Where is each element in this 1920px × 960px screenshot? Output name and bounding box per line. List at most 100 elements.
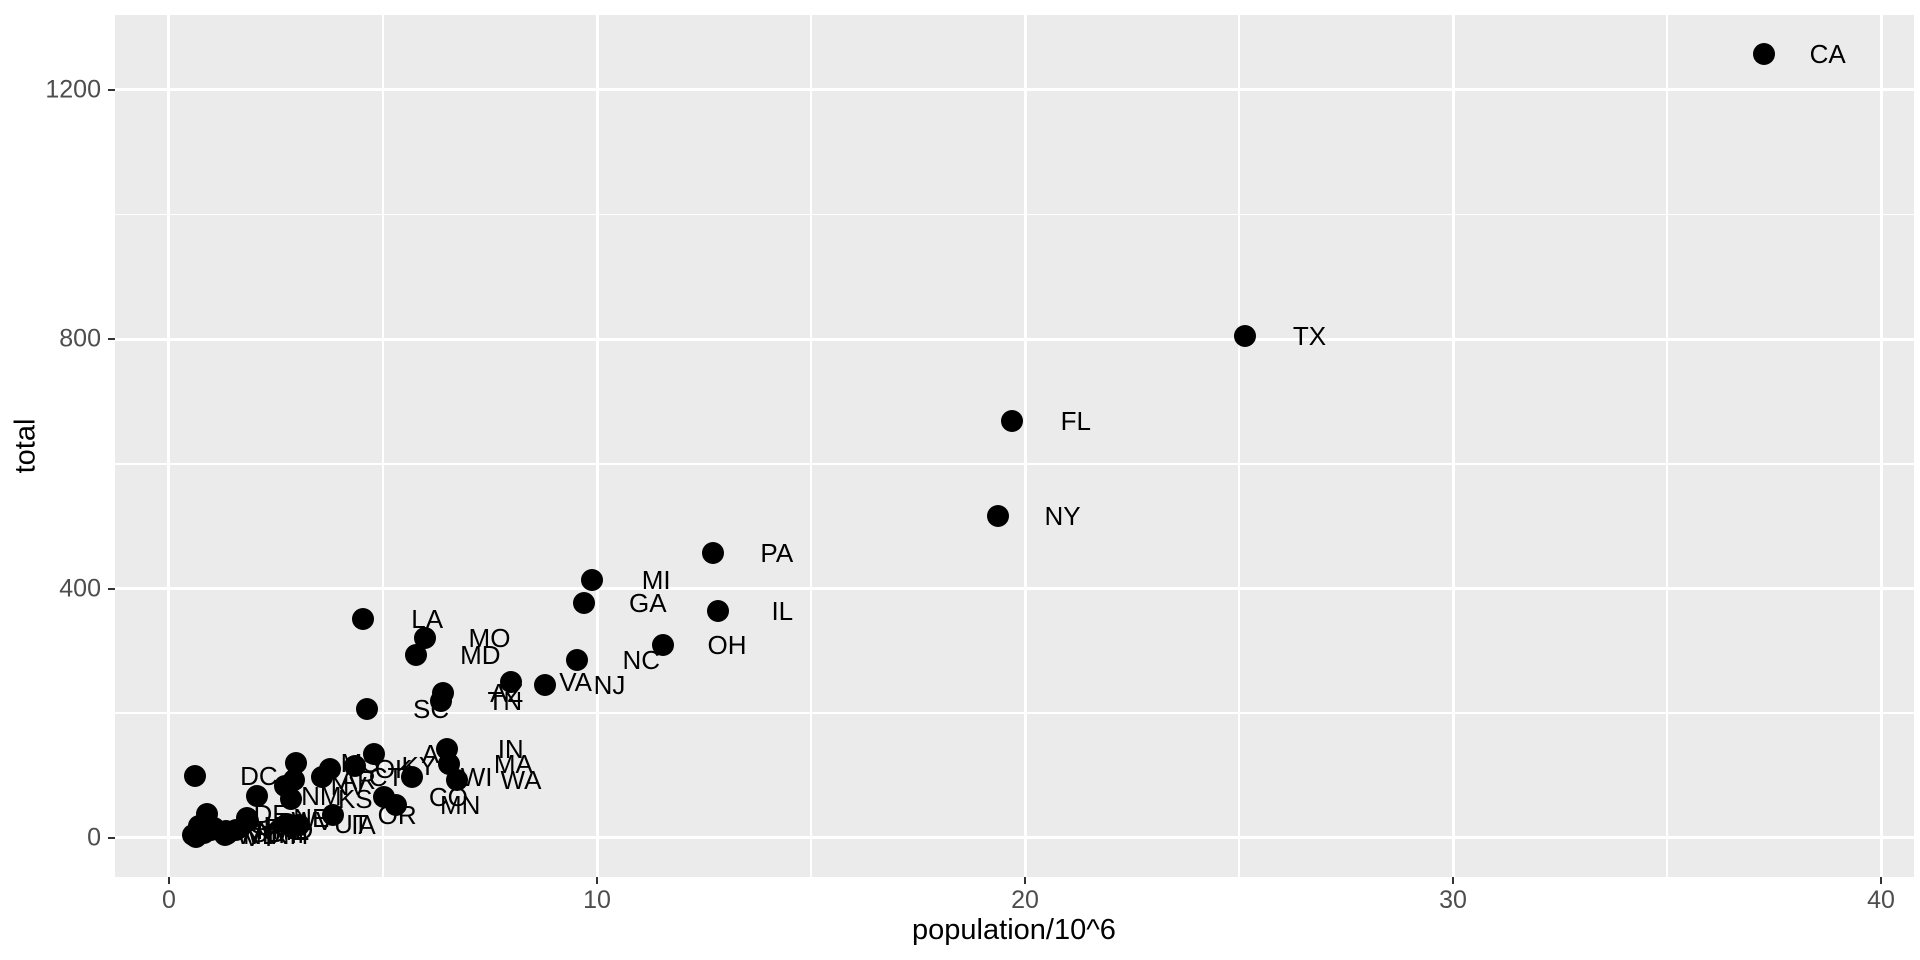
state-label-NJ: NJ — [593, 669, 626, 700]
y-axis-title: total — [9, 418, 42, 474]
state-label-AK: AK — [246, 811, 281, 841]
gridline-x-minor-5 — [382, 15, 384, 877]
gridline-x-minor-25 — [1238, 15, 1240, 877]
state-label-FL: FL — [1060, 405, 1091, 436]
data-point-MI — [581, 569, 603, 592]
state-label-WA: WA — [500, 764, 542, 795]
x-tick-20 — [1024, 877, 1027, 884]
state-label-DC: DC — [240, 761, 278, 792]
data-point-VA — [500, 671, 523, 693]
data-point-FL — [1000, 409, 1023, 432]
gridline-y-major-1200 — [115, 88, 1914, 92]
state-label-CO: CO — [428, 782, 468, 813]
data-point-WY — [182, 823, 205, 846]
gridline-x-minor-35 — [1666, 15, 1668, 877]
gridline-y-minor-1000 — [115, 213, 1914, 216]
x-tick-0 — [167, 877, 171, 884]
gridline-x-minor-15 — [810, 15, 812, 877]
data-point-TN — [429, 690, 452, 713]
state-label-MO: MO — [468, 622, 511, 653]
data-point-IL — [707, 599, 730, 622]
state-label-HI: HI — [278, 818, 305, 849]
data-point-WV — [237, 810, 260, 832]
state-label-MA: MA — [493, 749, 533, 780]
x-tick-label-30: 30 — [1439, 886, 1467, 914]
data-point-GA — [572, 592, 595, 615]
state-label-TX: TX — [1292, 321, 1327, 351]
data-point-OR — [321, 804, 344, 827]
gridline-x-major-40 — [1879, 15, 1883, 877]
data-point-WA — [445, 768, 468, 791]
state-label-LA: LA — [411, 604, 444, 634]
gridline-x-major-30 — [1451, 15, 1455, 877]
state-label-IA: IA — [351, 809, 376, 840]
gridline-x-major-20 — [1023, 15, 1027, 877]
state-label-MD: MD — [460, 640, 501, 671]
state-label-MS: MS — [340, 748, 380, 778]
data-point-WI — [401, 766, 424, 789]
state-label-GA: GA — [629, 588, 667, 619]
x-tick-label-10: 10 — [583, 886, 611, 914]
state-label-NY: NY — [1044, 500, 1081, 531]
state-label-NM: NM — [301, 781, 342, 811]
gridline-y-minor-200 — [115, 712, 1914, 714]
state-label-NE: NE — [293, 802, 330, 833]
data-point-NM — [246, 785, 269, 807]
state-label-WV: WV — [291, 806, 334, 836]
data-point-CA — [1752, 43, 1775, 66]
state-label-NH: NH — [270, 819, 309, 850]
y-tick-800 — [108, 338, 115, 341]
state-label-VA: VA — [559, 667, 592, 697]
gridline-y-major-800 — [115, 337, 1914, 341]
x-tick-40 — [1880, 877, 1883, 884]
x-axis-title: population/10^6 — [912, 914, 1116, 946]
state-label-NC: NC — [622, 644, 661, 675]
state-label-NV: NV — [330, 770, 367, 801]
gridline-y-minor-600 — [115, 463, 1914, 465]
data-point-NJ — [534, 673, 557, 696]
state-label-OR: OR — [377, 800, 417, 831]
data-point-OK — [318, 757, 341, 780]
state-label-IL: IL — [771, 595, 794, 626]
gridline-x-major-10 — [595, 15, 599, 877]
state-label-AL: AL — [421, 738, 454, 769]
state-label-CT: CT — [368, 762, 404, 793]
state-label-PA: PA — [760, 537, 794, 568]
data-point-NC — [566, 648, 589, 671]
state-label-TN: TN — [487, 686, 523, 717]
state-label-SD: SD — [249, 817, 287, 848]
data-point-MD — [405, 644, 428, 667]
y-tick-0 — [108, 836, 115, 839]
state-label-AZ: AZ — [490, 678, 524, 709]
data-point-MS — [284, 752, 307, 774]
state-label-SC: SC — [413, 693, 450, 724]
data-point-TX — [1234, 325, 1257, 347]
state-label-OH: OH — [707, 629, 747, 660]
data-point-MO — [414, 626, 437, 649]
data-point-DC — [183, 765, 206, 788]
data-point-NV — [273, 774, 296, 797]
state-label-IN: IN — [497, 734, 524, 765]
data-point-PA — [701, 541, 724, 564]
x-tick-10 — [596, 877, 599, 884]
data-point-NY — [987, 504, 1010, 527]
state-label-RI: RI — [265, 812, 292, 843]
y-tick-label-400: 400 — [59, 574, 101, 602]
gridline-y-major-400 — [115, 587, 1914, 590]
state-label-DE: DE — [253, 799, 290, 830]
state-label-AR: AR — [339, 764, 376, 795]
data-point-LA — [352, 608, 374, 630]
y-tick-label-1200: 1200 — [45, 75, 101, 104]
state-label-OK: OK — [374, 753, 413, 784]
gridline-y-major-0 — [115, 836, 1914, 840]
state-label-VT: VT — [243, 821, 277, 852]
data-point-UT — [276, 813, 299, 836]
state-label-ME: ME — [270, 816, 310, 846]
state-label-ID: ID — [287, 815, 314, 846]
x-tick-label-0: 0 — [161, 886, 176, 914]
y-tick-label-800: 800 — [59, 324, 101, 353]
y-tick-400 — [108, 587, 115, 590]
data-point-AL — [362, 742, 385, 765]
data-point-SC — [355, 697, 378, 720]
